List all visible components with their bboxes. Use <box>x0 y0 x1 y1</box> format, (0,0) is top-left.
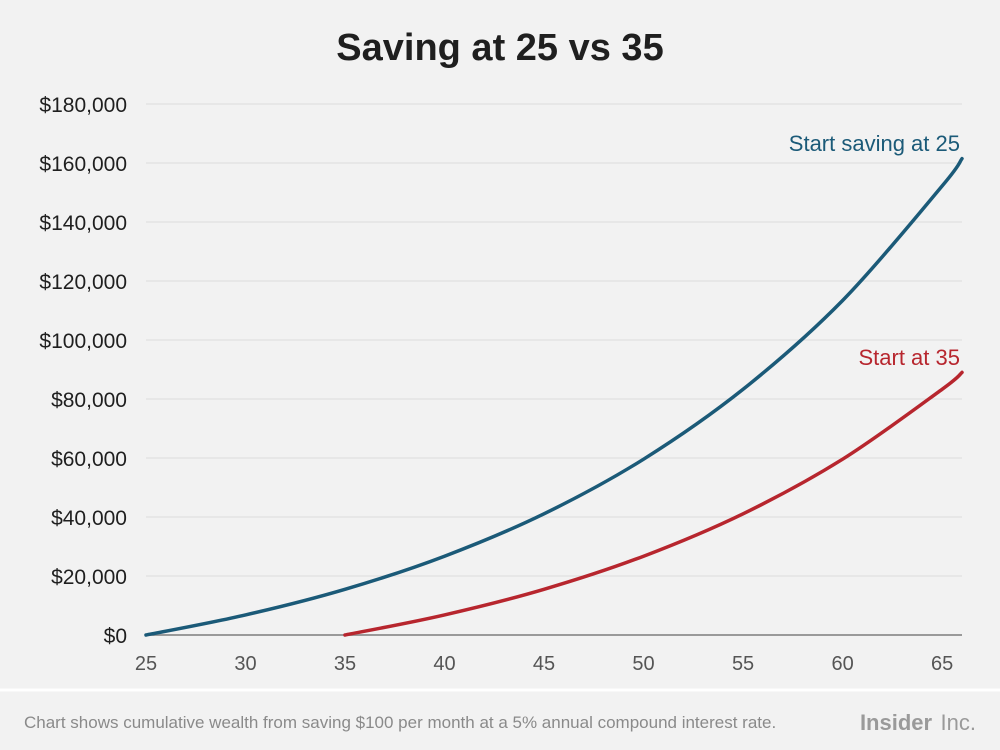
y-tick-label: $80,000 <box>51 389 127 412</box>
footnote: Chart shows cumulative wealth from savin… <box>24 713 776 732</box>
series-label-start-25: Start saving at 25 <box>789 131 960 156</box>
x-tick-label: 55 <box>732 653 754 675</box>
y-tick-label: $0 <box>104 625 127 648</box>
x-tick-label: 30 <box>234 653 256 675</box>
x-tick-label: 50 <box>632 653 654 675</box>
y-tick-label: $120,000 <box>39 271 127 294</box>
y-tick-label: $40,000 <box>51 507 127 530</box>
x-tick-label: 45 <box>533 653 555 675</box>
y-tick-label: $180,000 <box>39 94 127 117</box>
series-label-start-35: Start at 35 <box>858 345 960 370</box>
x-tick-label: 40 <box>433 653 455 675</box>
x-tick-label: 25 <box>135 653 157 675</box>
series-lines <box>144 156 964 637</box>
x-tick-label: 65 <box>931 653 953 675</box>
gridlines <box>146 103 962 636</box>
y-tick-label: $160,000 <box>39 153 127 176</box>
x-tick-label: 60 <box>831 653 853 675</box>
brand-logo: Insider Inc. <box>860 710 976 735</box>
series-line-start-25 <box>144 156 964 637</box>
y-tick-label: $100,000 <box>39 330 127 353</box>
y-tick-label: $140,000 <box>39 212 127 235</box>
x-axis-tick-labels: 25 30 35 40 45 50 55 60 65 <box>135 653 953 675</box>
y-tick-label: $20,000 <box>51 566 127 589</box>
series-line-start-35 <box>343 370 964 637</box>
x-tick-label: 35 <box>334 653 356 675</box>
brand-logo-light: Inc. <box>941 710 976 735</box>
y-axis-tick-labels: $0 $20,000 $40,000 $60,000 $80,000 $100,000 $1… <box>39 94 127 648</box>
chart-title: Saving at 25 vs 35 <box>336 27 663 69</box>
brand-logo-bold: Insider <box>860 710 933 735</box>
y-tick-label: $60,000 <box>51 448 127 471</box>
